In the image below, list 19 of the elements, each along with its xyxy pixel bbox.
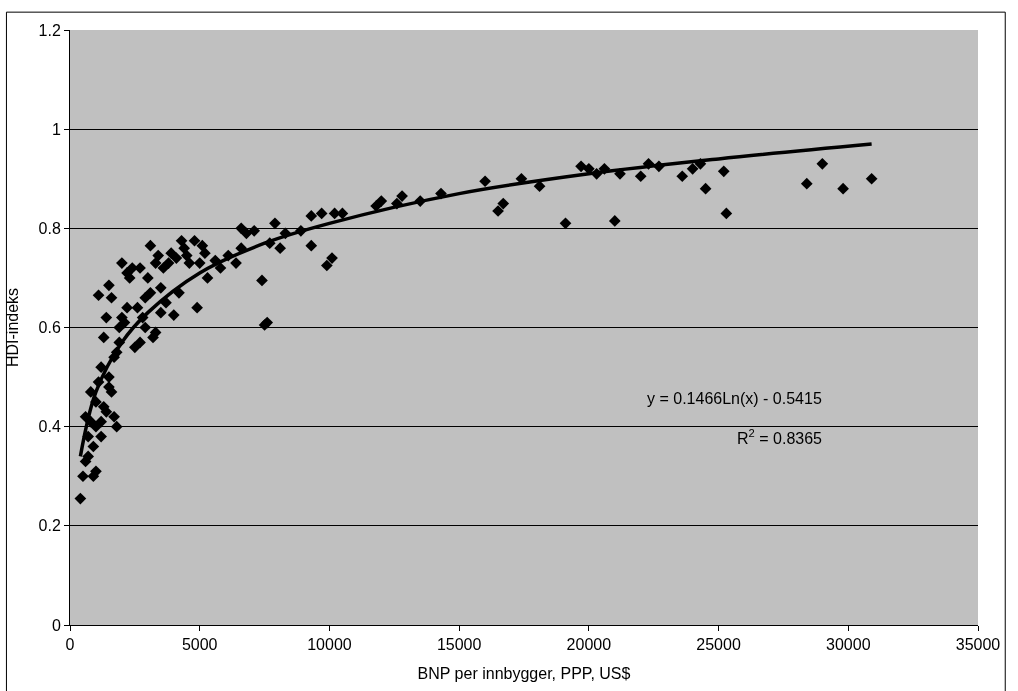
x-tick-label: 20000 [566,636,612,654]
x-axis-title: BNP per innbygger, PPP, US$ [417,664,631,682]
y-tick-label: 0.2 [38,517,61,535]
x-tick-label: 10000 [307,636,352,654]
x-tick-label: 35000 [955,636,1001,654]
x-tick-label: 5000 [181,636,218,654]
y-tick-label: 0 [51,616,61,634]
annotation: R$^{2}$ = 0.8365 [737,427,823,447]
annotation: y = 0.1466Ln(x) - 0.5415 [647,390,822,407]
x-tick-label: 30000 [826,636,871,654]
y-axis-title: HDI-indeks [4,287,22,368]
y-tick-label: 0.8 [38,219,61,237]
y-tick-label: 1 [51,120,61,138]
x-tick-label: 25000 [696,636,741,654]
y-tick-label: 0.4 [38,418,61,436]
y-tick-label: 0.6 [38,319,61,337]
x-tick-label: 15000 [436,636,482,654]
x-tick-label: 0 [65,636,75,654]
y-tick-label: 1.2 [38,21,61,39]
